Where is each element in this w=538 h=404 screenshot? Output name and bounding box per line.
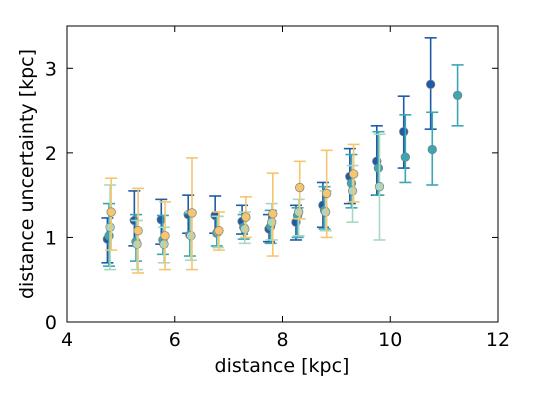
data-point xyxy=(294,207,304,217)
data-point xyxy=(268,209,278,219)
x-tick-label: 8 xyxy=(276,329,288,351)
data-point xyxy=(104,231,114,241)
data-point xyxy=(322,188,332,199)
series-1 xyxy=(103,64,464,267)
data-point xyxy=(348,169,359,179)
data-point xyxy=(346,178,357,188)
data-point xyxy=(374,182,385,192)
data-point xyxy=(186,231,196,241)
data-point xyxy=(452,90,463,100)
data-point xyxy=(241,212,251,222)
axes-frame xyxy=(66,25,499,323)
data-point xyxy=(373,163,384,173)
data-point xyxy=(399,127,409,137)
data-point xyxy=(347,186,358,196)
data-point xyxy=(320,207,331,217)
data-point xyxy=(426,79,436,90)
plot-area xyxy=(101,37,464,274)
x-tick-label: 12 xyxy=(486,329,510,351)
y-tick-label: 3 xyxy=(45,58,57,80)
series-2 xyxy=(104,133,386,271)
x-tick-label: 6 xyxy=(169,329,181,351)
data-point xyxy=(105,222,115,232)
y-axis-label: distance uncertainty [kpc] xyxy=(16,49,38,299)
data-point xyxy=(106,207,116,217)
data-point xyxy=(267,217,277,227)
y-tick-label: 1 xyxy=(45,227,57,249)
data-point xyxy=(159,239,169,249)
y-tick-label: 0 xyxy=(45,312,57,334)
data-point xyxy=(132,239,142,249)
x-axis: 4 6 8 10 12 xyxy=(61,26,510,351)
x-tick-label: 4 xyxy=(61,329,73,351)
data-point xyxy=(214,226,224,236)
x-axis-label: distance [kpc] xyxy=(215,355,350,377)
data-point xyxy=(133,226,143,236)
x-tick-label: 10 xyxy=(378,329,402,351)
data-point xyxy=(240,224,250,234)
data-point xyxy=(427,144,437,155)
data-point xyxy=(160,231,170,241)
data-point xyxy=(187,208,197,218)
y-axis: 0 1 2 3 xyxy=(45,58,498,334)
data-point xyxy=(400,152,410,162)
series-3 xyxy=(105,143,360,274)
data-point xyxy=(295,182,305,193)
y-tick-label: 2 xyxy=(45,143,57,165)
